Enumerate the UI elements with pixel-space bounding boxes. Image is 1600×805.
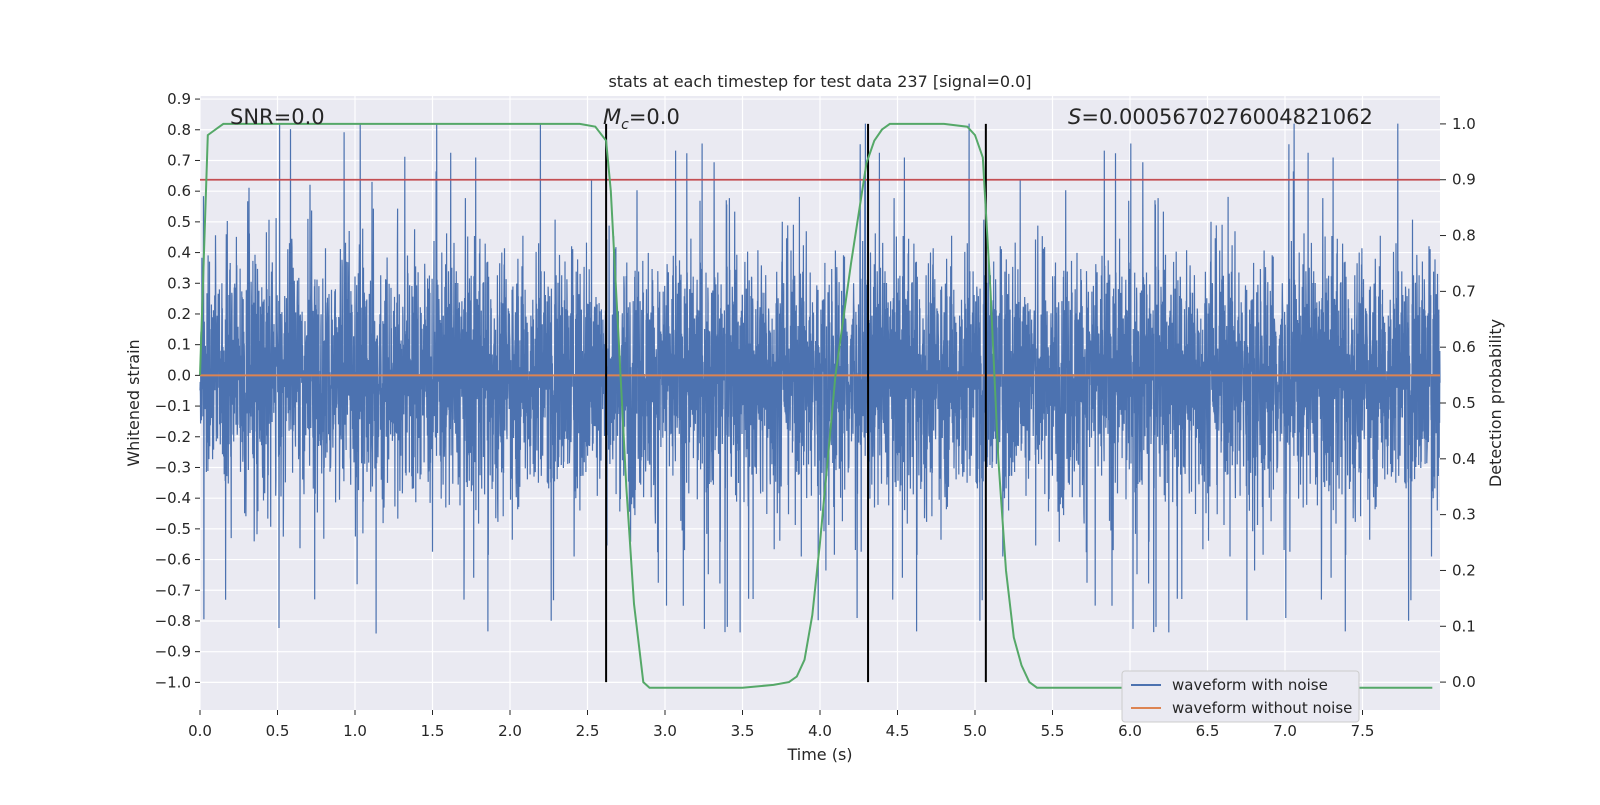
x-tick-label: 7.5 xyxy=(1351,722,1375,740)
x-tick-label: 1.0 xyxy=(343,722,367,740)
y2-tick-label: 0.5 xyxy=(1452,394,1476,412)
y-axis-label: Whitened strain xyxy=(124,339,143,466)
s-statistic-annotation: S=0.0005670276004821062 xyxy=(1068,105,1373,129)
chirp-mass-annotation: Mc=0.0 xyxy=(603,105,680,133)
chart-title: stats at each timestep for test data 237… xyxy=(608,72,1031,91)
x-tick-label: 3.0 xyxy=(653,722,677,740)
y-tick-label: −0.8 xyxy=(155,612,191,630)
x-tick-label: 6.5 xyxy=(1196,722,1220,740)
noisy-waveform-line xyxy=(199,123,1441,634)
y-tick-label: 0.4 xyxy=(167,244,191,262)
x-tick-label: 3.5 xyxy=(731,722,755,740)
s-statistic-value: =0.0005670276004821062 xyxy=(1081,105,1373,129)
chirp-mass-value: =0.0 xyxy=(629,105,680,129)
y2-tick-label: 0.7 xyxy=(1452,282,1476,300)
y-tick-label: −0.9 xyxy=(155,643,191,661)
snr-annotation: SNR=0.0 xyxy=(230,105,325,129)
y-tick-label: −0.3 xyxy=(155,458,191,476)
x-tick-label: 5.5 xyxy=(1041,722,1065,740)
series-layer xyxy=(199,122,1440,689)
y2-tick-label: 0.2 xyxy=(1452,561,1476,579)
y2-axis-label: Detection probability xyxy=(1486,319,1505,487)
y-tick-label: 0.1 xyxy=(167,336,191,354)
x-tick-label: 2.5 xyxy=(576,722,600,740)
y-tick-label: −1.0 xyxy=(155,673,191,691)
y2-tick-label: 0.3 xyxy=(1452,506,1476,524)
x-tick-label: 5.0 xyxy=(963,722,987,740)
x-tick-label: 7.0 xyxy=(1273,722,1297,740)
y-tick-label: −0.6 xyxy=(155,551,191,569)
s-statistic-symbol: S xyxy=(1068,105,1081,129)
y-tick-label: 0.2 xyxy=(167,305,191,323)
legend-label-clean: waveform without noise xyxy=(1172,699,1352,717)
y-tick-label: −0.2 xyxy=(155,428,191,446)
y-tick-label: −0.1 xyxy=(155,397,191,415)
x-tick-label: 4.0 xyxy=(808,722,832,740)
y2-tick-label: 0.1 xyxy=(1452,617,1476,635)
y-tick-label: −0.7 xyxy=(155,581,191,599)
x-tick-label: 2.0 xyxy=(498,722,522,740)
y2-tick-label: 0.6 xyxy=(1452,338,1476,356)
y-tick-label: 0.7 xyxy=(167,151,191,169)
chirp-mass-symbol: M xyxy=(603,105,621,129)
y2-tick-label: 0.8 xyxy=(1452,227,1476,245)
y-tick-label: 0.3 xyxy=(167,274,191,292)
x-tick-label: 0.5 xyxy=(266,722,290,740)
y-tick-label: 0.9 xyxy=(167,90,191,108)
legend-box xyxy=(1121,670,1360,723)
y-tick-label: 0.8 xyxy=(167,121,191,139)
y-tick-label: −0.5 xyxy=(155,520,191,538)
x-tick-label: 0.0 xyxy=(188,722,212,740)
y-tick-label: 0.6 xyxy=(167,182,191,200)
y2-tick-label: 0.4 xyxy=(1452,450,1476,468)
legend: waveform with noise waveform without noi… xyxy=(1121,670,1360,723)
y2-tick-label: 1.0 xyxy=(1452,115,1476,133)
y-tick-label: 0.5 xyxy=(167,213,191,231)
legend-label-noisy: waveform with noise xyxy=(1172,676,1328,694)
chirp-mass-subscript: c xyxy=(621,117,629,133)
y2-tick-label: 0.0 xyxy=(1452,673,1476,691)
x-axis-label: Time (s) xyxy=(786,745,852,764)
x-tick-label: 1.5 xyxy=(421,722,445,740)
detection-probability-line xyxy=(199,122,1433,689)
y-tick-label: 0.0 xyxy=(167,366,191,384)
axes: 0.0 0.5 1.0 1.5 2.0 2.5 3.0 3.5 4.0 4.5 5.0 5.5 6.0 6… xyxy=(155,90,1476,740)
y2-tick-label: 0.9 xyxy=(1452,171,1476,189)
y-tick-label: −0.4 xyxy=(155,489,191,507)
noisy-waveform-path xyxy=(199,123,1441,634)
x-tick-label: 6.0 xyxy=(1118,722,1142,740)
x-tick-label: 4.5 xyxy=(886,722,910,740)
